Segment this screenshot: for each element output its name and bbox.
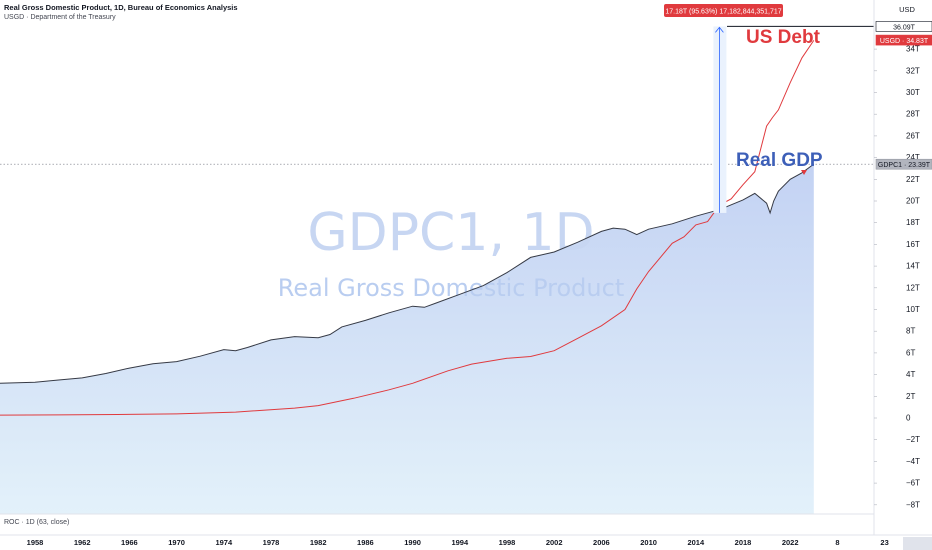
x-tick-label: 1986	[357, 538, 374, 547]
price-axis	[874, 0, 932, 550]
measure-arrow-head	[715, 26, 724, 33]
measure-label-text: 17.18T (95.63%) 17,182,844,351,717	[665, 9, 781, 16]
watermark-symbol: GDPC1, 1D	[307, 203, 594, 263]
price-tag-box	[875, 34, 932, 46]
x-tick-label: 1970	[168, 538, 185, 547]
gdpc1-series-line	[0, 163, 815, 384]
price-tag-label: USGD · 34.83T	[880, 38, 929, 45]
chart-subtitle: USGD · Department of the Treasury	[4, 14, 116, 21]
y-tick-label: 12T	[906, 283, 920, 292]
y-tick-label: 34T	[906, 45, 920, 54]
y-tick-label: −2T	[906, 435, 920, 444]
y-tick-label: 6T	[906, 348, 915, 357]
x-tick-label: 1978	[263, 538, 280, 547]
x-tick-label: 1958	[27, 538, 44, 547]
currency-label: USD	[899, 5, 915, 14]
x-tick-label: 8	[835, 538, 839, 547]
y-tick-label: 14T	[906, 262, 920, 271]
y-tick-label: 4T	[906, 370, 915, 379]
y-tick-label: 26T	[906, 131, 920, 140]
axis-corner	[903, 537, 932, 550]
chart-header: Real Gross Domestic Product, 1D, Bureau …	[4, 3, 238, 23]
small-marker	[801, 170, 807, 175]
y-tick-label: 30T	[906, 88, 920, 97]
price-tag-box	[875, 21, 932, 32]
price-tag-label: 36.09T	[893, 24, 916, 31]
measure-box	[713, 26, 727, 213]
x-tick-label: 2010	[640, 538, 657, 547]
annotation-us-debt: US Debt	[746, 27, 821, 48]
x-tick-label: 2018	[735, 538, 752, 547]
price-tag-box	[875, 158, 932, 170]
x-tick-label: 2022	[782, 538, 799, 547]
gdp-area-fill	[0, 164, 814, 514]
x-tick-label: 1962	[74, 538, 91, 547]
y-tick-label: 32T	[906, 66, 920, 75]
y-tick-label: 20T	[906, 197, 920, 206]
x-tick-label: 23	[880, 538, 888, 547]
x-tick-label: 1974	[215, 538, 233, 547]
x-tick-label: 2002	[546, 538, 563, 547]
roc-indicator-label[interactable]: ROC · 1D (63, close)	[4, 519, 70, 526]
time-axis	[0, 535, 932, 550]
y-tick-label: 24T	[906, 153, 920, 162]
y-tick-label: 0	[906, 414, 911, 423]
x-tick-label: 1966	[121, 538, 138, 547]
x-tick-label: 1990	[404, 538, 421, 547]
measure-label-box	[664, 4, 783, 17]
y-tick-label: −8T	[906, 500, 920, 509]
annotation-real-gdp: Real GDP	[736, 150, 823, 171]
x-tick-label: 1998	[499, 538, 516, 547]
y-tick-label: 2T	[906, 392, 915, 401]
price-tag-label: GDPC1 · 23.39T	[878, 162, 931, 169]
y-tick-label: 10T	[906, 305, 920, 314]
y-tick-label: 16T	[906, 240, 920, 249]
chart-title: Real Gross Domestic Product, 1D, Bureau …	[4, 3, 238, 12]
x-tick-label: 2006	[593, 538, 610, 547]
x-tick-label: 1982	[310, 538, 327, 547]
y-tick-label: 22T	[906, 175, 920, 184]
y-tick-label: 8T	[906, 327, 915, 336]
x-tick-label: 1994	[451, 538, 469, 547]
usgd-series-line	[0, 40, 815, 416]
y-tick-label: −6T	[906, 479, 920, 488]
x-tick-label: 2014	[687, 538, 705, 547]
y-tick-label: 18T	[906, 218, 920, 227]
y-tick-label: −4T	[906, 457, 920, 466]
y-tick-label: 28T	[906, 110, 920, 119]
